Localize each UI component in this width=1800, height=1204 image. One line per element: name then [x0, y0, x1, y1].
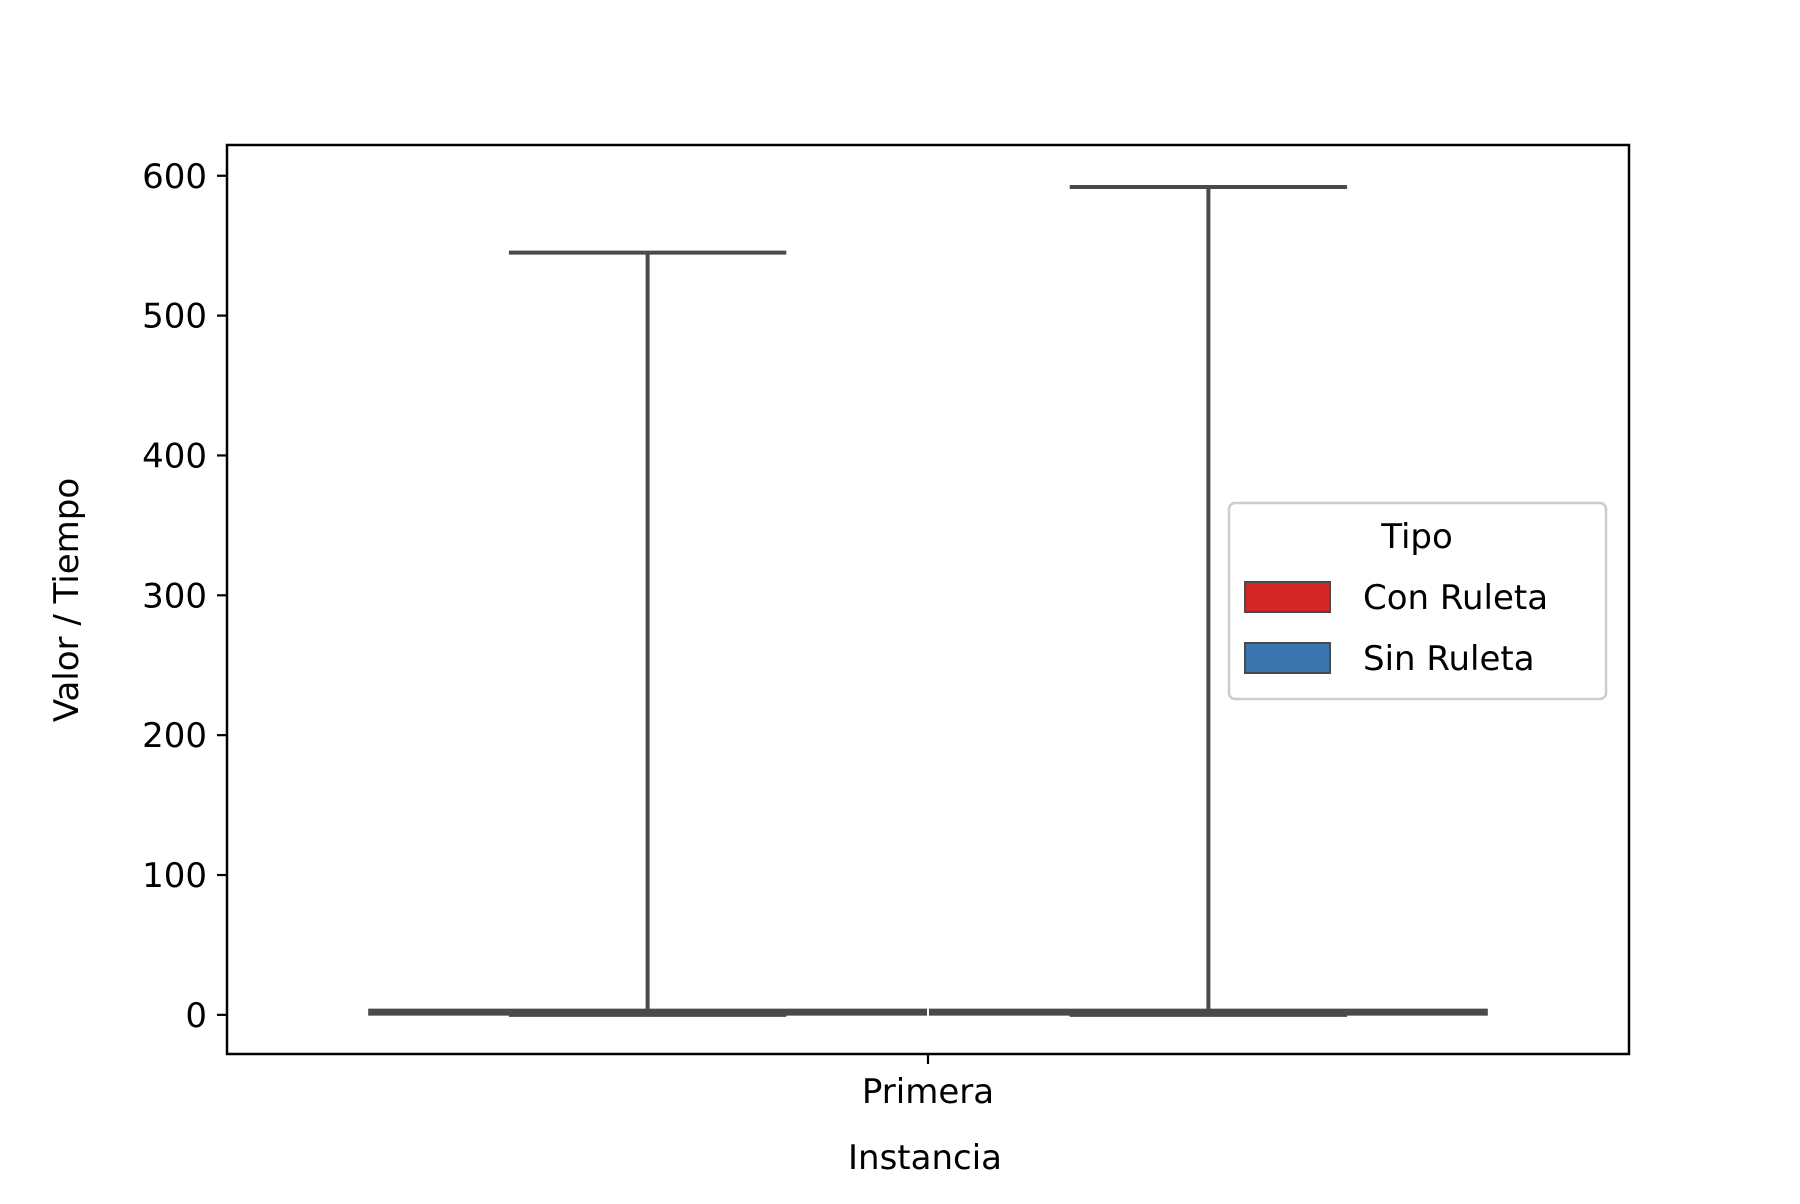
legend: Tipo Con Ruleta Sin Ruleta	[1227, 501, 1608, 701]
legend-label-con-ruleta: Con Ruleta	[1363, 578, 1548, 618]
y-tick-label: 100	[142, 856, 207, 896]
y-axis-label: Valor / Tiempo	[47, 478, 87, 722]
axes: 0 100 200 300 400 500 600 Primera	[142, 143, 1631, 1112]
y-tick-label: 600	[142, 157, 207, 197]
y-tick-label: 400	[142, 436, 207, 476]
legend-label-sin-ruleta: Sin Ruleta	[1363, 639, 1535, 679]
x-tick-label: Primera	[862, 1072, 994, 1112]
y-tick-label: 200	[142, 716, 207, 756]
y-tick-label: 500	[142, 297, 207, 337]
x-axis-label: Instancia	[848, 1138, 1002, 1178]
legend-swatch-sin-ruleta	[1244, 642, 1331, 674]
legend-title: Tipo	[1380, 517, 1453, 557]
y-tick-label: 300	[142, 576, 207, 616]
legend-swatch-con-ruleta	[1244, 581, 1331, 613]
y-tick-label: 0	[185, 996, 207, 1036]
plot-marks	[368, 184, 1488, 1017]
